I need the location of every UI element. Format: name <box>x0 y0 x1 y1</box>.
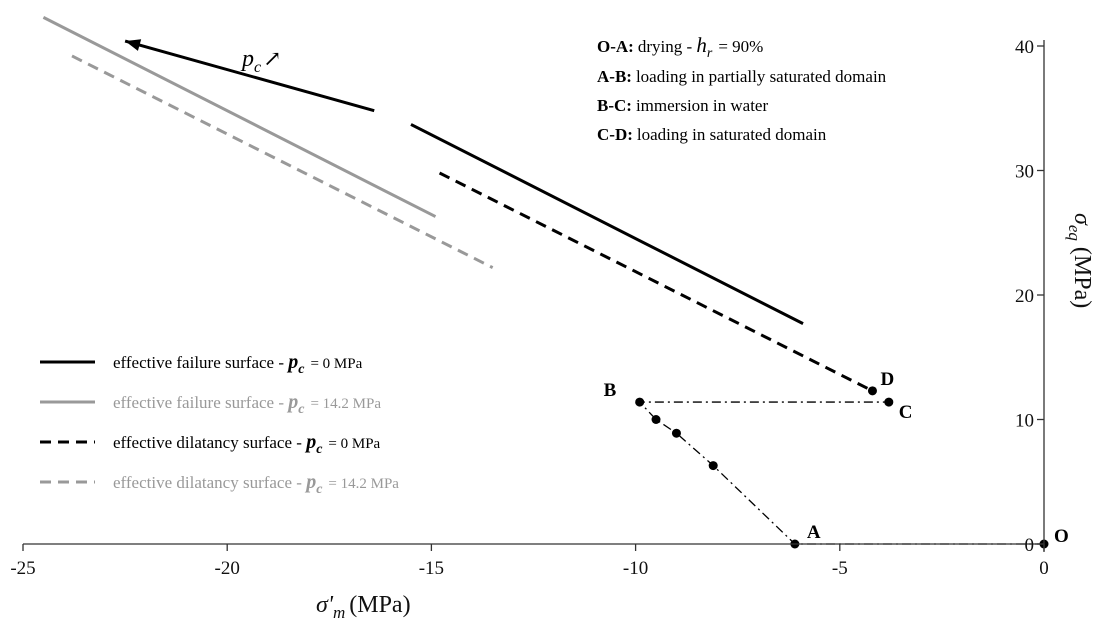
x-tick-label: -15 <box>419 558 444 579</box>
series-line-0 <box>124 39 375 113</box>
pc-arrow-label: pc↗ <box>240 46 282 76</box>
path-point <box>884 397 894 407</box>
y-tick-label: 30 <box>1015 162 1034 183</box>
point-label-o: O <box>1054 526 1069 547</box>
legend-entry-failure-14: effective failure surface - pc = 14.2 MPa <box>113 391 381 417</box>
path-point <box>867 386 877 396</box>
x-tick-label: 0 <box>1039 558 1049 579</box>
x-axis-label: σ'm (MPa) <box>316 592 411 622</box>
legend-entry-failure-0: effective failure surface - pc = 0 MPa <box>113 351 363 377</box>
path-point <box>708 461 718 471</box>
step-bc: B-C: immersion in water <box>597 96 768 115</box>
legend: effective failure surface - pc = 0 MPa ef… <box>40 351 399 497</box>
series-line-2 <box>438 171 874 393</box>
point-label-b: B <box>604 380 617 401</box>
y-tick-label: 10 <box>1015 411 1034 432</box>
series-line-0 <box>410 123 804 325</box>
y-tick-label: 0 <box>1025 535 1035 556</box>
path-point <box>671 428 681 438</box>
x-tick-label: -25 <box>10 558 35 579</box>
x-tick-label: -5 <box>832 558 848 579</box>
legend-entry-dilatancy-0: effective dilatancy surface - pc = 0 MPa <box>113 431 381 457</box>
x-tick-label: -10 <box>623 558 648 579</box>
path-point <box>635 397 645 407</box>
step-oa: O-A: drying - hr = 90% <box>597 33 763 61</box>
axis-ticks: -25 -20 -15 -10 -5 00 10 20 30 40 <box>10 37 1048 579</box>
loading-path: O A B CD <box>604 369 1069 549</box>
loading-path-line <box>638 401 1044 545</box>
loading-steps: O-A: drying - hr = 90% A-B: loading in part… <box>597 33 887 144</box>
step-cd: C-D: loading in saturated domain <box>597 125 827 144</box>
series-line-1 <box>42 16 437 218</box>
y-axis-label: σeq(MPa) <box>1065 213 1095 308</box>
y-tick-label: 40 <box>1015 37 1034 58</box>
legend-entry-dilatancy-14: effective dilatancy surface - pc = 14.2 M… <box>113 471 399 497</box>
point-label-a: A <box>807 522 821 543</box>
step-ab: A-B: loading in partially saturated domai… <box>597 67 887 86</box>
point-label-d: D <box>880 369 894 390</box>
pc-arrow-head <box>125 39 142 51</box>
y-tick-label: 20 <box>1015 286 1034 307</box>
path-point <box>651 415 661 424</box>
series-line-3 <box>71 54 494 269</box>
surface-lines <box>42 16 874 393</box>
point-label-c: C <box>899 402 913 423</box>
x-tick-label: -20 <box>215 558 240 579</box>
